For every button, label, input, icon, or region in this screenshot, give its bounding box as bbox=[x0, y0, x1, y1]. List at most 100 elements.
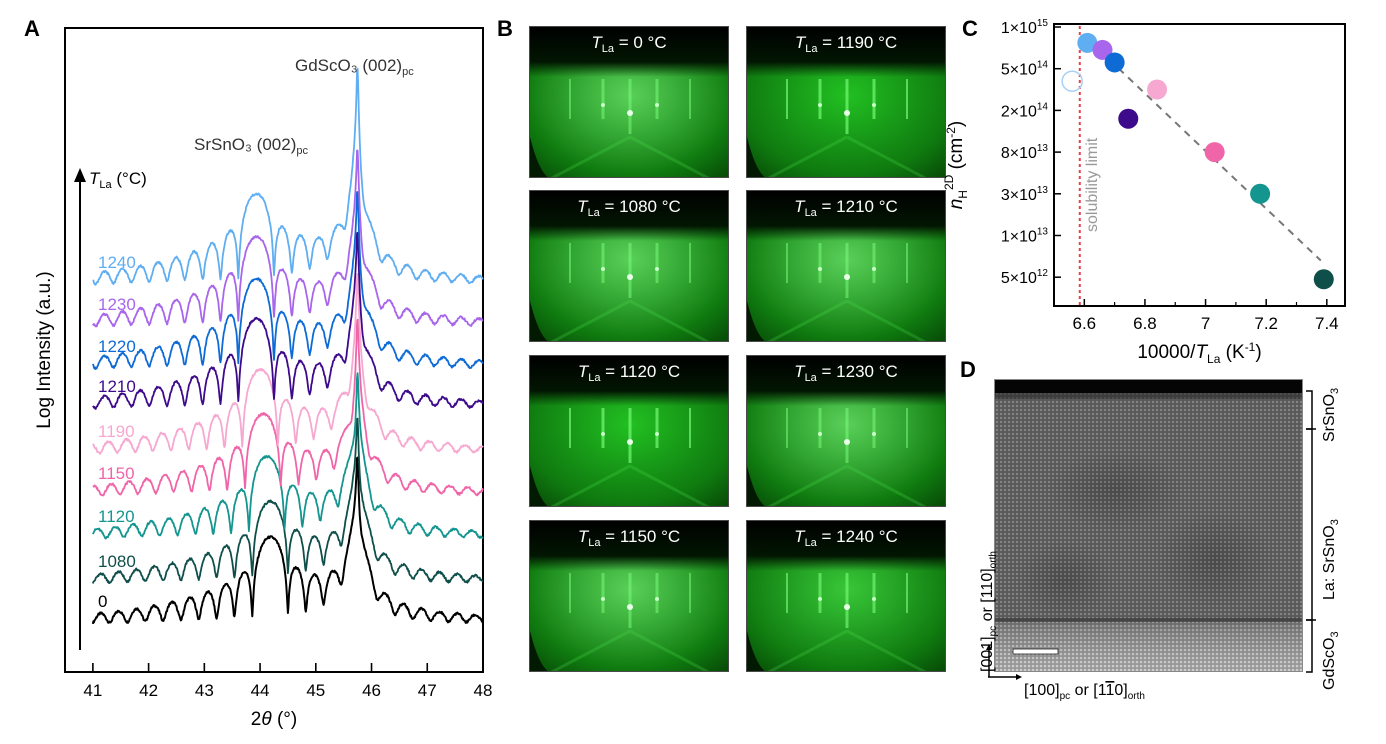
data-point-1080 bbox=[1313, 269, 1334, 290]
series-label-1080: 1080 bbox=[98, 552, 136, 571]
data-point-1220 bbox=[1104, 52, 1125, 73]
bracket-gdsco3 bbox=[1306, 619, 1313, 673]
panel-a-letter: A bbox=[24, 16, 40, 41]
data-point-1210 bbox=[1118, 108, 1139, 129]
series-label-1230: 1230 bbox=[98, 295, 136, 314]
layer-label-la-srsno3: La: SrSnO3 bbox=[1321, 519, 1341, 600]
xrd-curve-1080 bbox=[92, 417, 484, 585]
rheed-pattern bbox=[747, 521, 945, 671]
panel-a-xrd-chart: 41 42 43 44 45 46 47 48 0 1080 1120 1150 1190 1210 12… bbox=[34, 27, 493, 730]
rheed-pattern bbox=[747, 191, 945, 341]
x-tick-label: 7 bbox=[1201, 314, 1210, 333]
haadf-stem-image bbox=[994, 379, 1303, 672]
data-point-open bbox=[1061, 70, 1083, 92]
panel-c-y-axis-label: nH2D (cm-2) bbox=[942, 121, 970, 210]
rheed-temperature-label: TLa = 1150 °C bbox=[577, 527, 681, 549]
rheed-image-1080: TLa = 1080 °C bbox=[529, 190, 729, 342]
rheed-pattern bbox=[747, 27, 945, 177]
y-tick-label: 1×1013 bbox=[1001, 227, 1049, 246]
panel-b-letter: B bbox=[497, 16, 513, 41]
series-label-1150: 1150 bbox=[98, 464, 135, 483]
x-tick-label: 6.6 bbox=[1072, 314, 1096, 333]
data-point-1190 bbox=[1147, 79, 1168, 100]
data-point-1120 bbox=[1250, 183, 1271, 204]
temperature-axis-label: TLa (°C) bbox=[89, 169, 147, 191]
rheed-image-0: TLa = 0 °C bbox=[529, 26, 729, 178]
data-point-1240 bbox=[1077, 32, 1098, 53]
bracket-srsno3 bbox=[1306, 390, 1316, 430]
panel-c-carrier-density-chart: 6.6 6.8 7 7.2 7.4 1×1015 5×1014 2×1014 8×1013 3×1… bbox=[942, 18, 1346, 366]
rheed-pattern bbox=[530, 521, 728, 671]
rheed-image-1150: TLa = 1150 °C bbox=[529, 520, 729, 672]
rheed-temperature-label: TLa = 1240 °C bbox=[794, 527, 898, 549]
x-tick-label: 48 bbox=[474, 681, 493, 700]
layer-label-srsno3: SrSnO3 bbox=[1321, 388, 1341, 442]
x-tick-label: 7.4 bbox=[1315, 314, 1339, 333]
rheed-temperature-label: TLa = 1210 °C bbox=[794, 197, 898, 219]
scale-bar bbox=[1012, 648, 1059, 655]
rheed-temperature-label: TLa = 1080 °C bbox=[577, 197, 681, 219]
series-label-0: 0 bbox=[98, 592, 107, 611]
y-tick-label: 2×1014 bbox=[1001, 101, 1049, 120]
rheed-image-1190: TLa = 1190 °C bbox=[746, 26, 946, 178]
x-tick-label: 41 bbox=[83, 681, 102, 700]
panel-a-x-axis-label: 2θ (°) bbox=[251, 709, 297, 730]
panel-c-x-axis-label: 10000/TLa (K-1) bbox=[1137, 340, 1261, 366]
panel-c-frame bbox=[1053, 23, 1346, 307]
x-tick-label: 47 bbox=[418, 681, 437, 700]
rheed-pattern bbox=[747, 356, 945, 506]
panel-d-letter: D bbox=[960, 357, 976, 382]
layer-label-gdsco3: GdScO3 bbox=[1321, 631, 1341, 690]
y-tick-label: 5×1012 bbox=[1001, 268, 1049, 287]
rheed-image-1230: TLa = 1230 °C bbox=[746, 355, 946, 507]
xrd-curve-1210 bbox=[92, 231, 484, 410]
xrd-curve-1120 bbox=[92, 372, 484, 540]
y-tick-label: 1×1015 bbox=[1001, 18, 1049, 37]
rheed-temperature-label: TLa = 1230 °C bbox=[794, 362, 898, 384]
rheed-temperature-label: TLa = 1120 °C bbox=[577, 362, 681, 384]
x-tick-label: 46 bbox=[362, 681, 381, 700]
film-peak-label: SrSnO₃ (002)pc bbox=[194, 135, 308, 157]
arrow-head-icon bbox=[74, 168, 86, 182]
x-tick-label: 6.8 bbox=[1133, 314, 1157, 333]
rheed-pattern bbox=[530, 356, 728, 506]
bracket-la-srsno3 bbox=[1306, 428, 1316, 621]
rheed-temperature-label: TLa = 0 °C bbox=[591, 33, 667, 55]
solubility-limit-label: solubility limit bbox=[1084, 137, 1101, 232]
panel-a-frame bbox=[64, 27, 484, 673]
panel-c-letter: C bbox=[962, 16, 978, 41]
x-tick-label: 42 bbox=[139, 681, 158, 700]
rheed-image-1210: TLa = 1210 °C bbox=[746, 190, 946, 342]
xrd-curve-1230 bbox=[92, 149, 484, 328]
y-tick-label: 5×1014 bbox=[1001, 60, 1049, 79]
xrd-curve-1150 bbox=[92, 318, 484, 497]
series-label-1210: 1210 bbox=[98, 377, 136, 396]
rheed-image-1240: TLa = 1240 °C bbox=[746, 520, 946, 672]
x-tick-label: 44 bbox=[251, 681, 270, 700]
stem-image-graphic bbox=[995, 380, 1302, 671]
series-label-1240: 1240 bbox=[98, 253, 136, 272]
xrd-curve-0 bbox=[91, 456, 484, 625]
x-tick-label: 7.2 bbox=[1254, 314, 1278, 333]
rheed-image-1120: TLa = 1120 °C bbox=[529, 355, 729, 507]
x-direction-label: [100]pc or [110]orth bbox=[1024, 682, 1145, 702]
series-label-1120: 1120 bbox=[98, 507, 135, 526]
panel-a-y-axis-label: Log Intensity (a.u.) bbox=[34, 271, 55, 428]
x-tick-label: 43 bbox=[195, 681, 214, 700]
rheed-pattern bbox=[530, 191, 728, 341]
y-tick-label: 8×1013 bbox=[1001, 143, 1049, 162]
series-label-1190: 1190 bbox=[98, 422, 135, 441]
data-point-1150 bbox=[1204, 142, 1225, 163]
x-arrow-head-icon bbox=[1016, 674, 1022, 680]
series-label-1220: 1220 bbox=[98, 337, 136, 356]
y-tick-label: 3×1013 bbox=[1001, 185, 1049, 204]
rheed-pattern bbox=[530, 27, 728, 177]
y-arrow-head-icon bbox=[986, 644, 992, 650]
x-tick-label: 45 bbox=[306, 681, 325, 700]
xrd-curve-1190 bbox=[92, 273, 484, 455]
rheed-temperature-label: TLa = 1190 °C bbox=[794, 33, 898, 55]
substrate-peak-label: GdScO₃ (002)pc bbox=[295, 56, 414, 78]
xrd-curve-1220 bbox=[92, 191, 484, 370]
xrd-curve-1240 bbox=[92, 67, 484, 286]
data-point-1230 bbox=[1092, 39, 1113, 60]
